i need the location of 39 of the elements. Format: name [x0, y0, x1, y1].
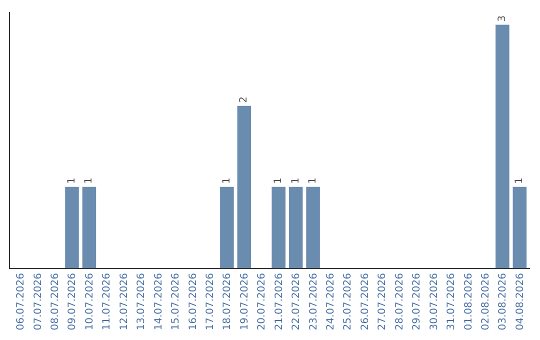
x-tick-label: 30.07.2026 [428, 273, 440, 330]
x-tick-label: 19.07.2026 [239, 273, 250, 330]
x-tick-label: 18.07.2026 [222, 273, 234, 330]
x-tick-label: 14.07.2026 [153, 273, 164, 330]
data-label: 1 [84, 178, 95, 184]
x-tick-label: 12.07.2026 [118, 273, 130, 330]
x-tick-label: 24.07.2026 [326, 273, 337, 330]
x-tick-label: 16.07.2026 [188, 273, 199, 330]
x-tick-label: 26.07.2026 [360, 273, 371, 330]
data-label: 1 [221, 178, 232, 184]
x-tick-label: 22.07.2026 [291, 273, 302, 330]
x-tick-label: 31.07.2026 [446, 273, 458, 330]
x-tick-label: 29.07.2026 [412, 273, 423, 330]
x-tick-label: 02.08.2026 [480, 273, 492, 330]
x-tick-label: 21.07.2026 [274, 273, 285, 330]
data-label: 1 [308, 178, 319, 184]
x-tick-label: 04.08.2026 [514, 273, 526, 330]
x-tick-label: 07.07.2026 [32, 273, 44, 330]
x-tick-label: 20.07.2026 [256, 273, 268, 330]
x-tick-label: 15.07.2026 [170, 273, 182, 330]
data-label: 3 [496, 15, 508, 22]
x-tick-label: 09.07.2026 [67, 273, 78, 330]
x-tick-label: 08.07.2026 [50, 273, 62, 330]
x-tick-label: 27.07.2026 [377, 273, 388, 330]
x-tick-label: 25.07.2026 [342, 273, 354, 330]
x-tick-label: 06.07.2026 [16, 273, 27, 330]
x-tick-label: 17.07.2026 [204, 273, 216, 330]
x-tick-label: 01.08.2026 [463, 273, 474, 330]
data-label: 1 [514, 178, 526, 184]
data-label: 1 [290, 178, 302, 184]
x-tick-label: 11.07.2026 [102, 273, 113, 330]
data-label: 2 [238, 96, 250, 103]
data-label: 1 [66, 178, 78, 184]
x-tick-label: 03.08.2026 [498, 273, 509, 330]
x-tick-label: 23.07.2026 [308, 273, 320, 330]
x-tick-label: 10.07.2026 [84, 273, 96, 330]
x-tick-label: 13.07.2026 [136, 273, 148, 330]
x-tick-label: 28.07.2026 [394, 273, 406, 330]
data-label: 1 [273, 178, 284, 184]
